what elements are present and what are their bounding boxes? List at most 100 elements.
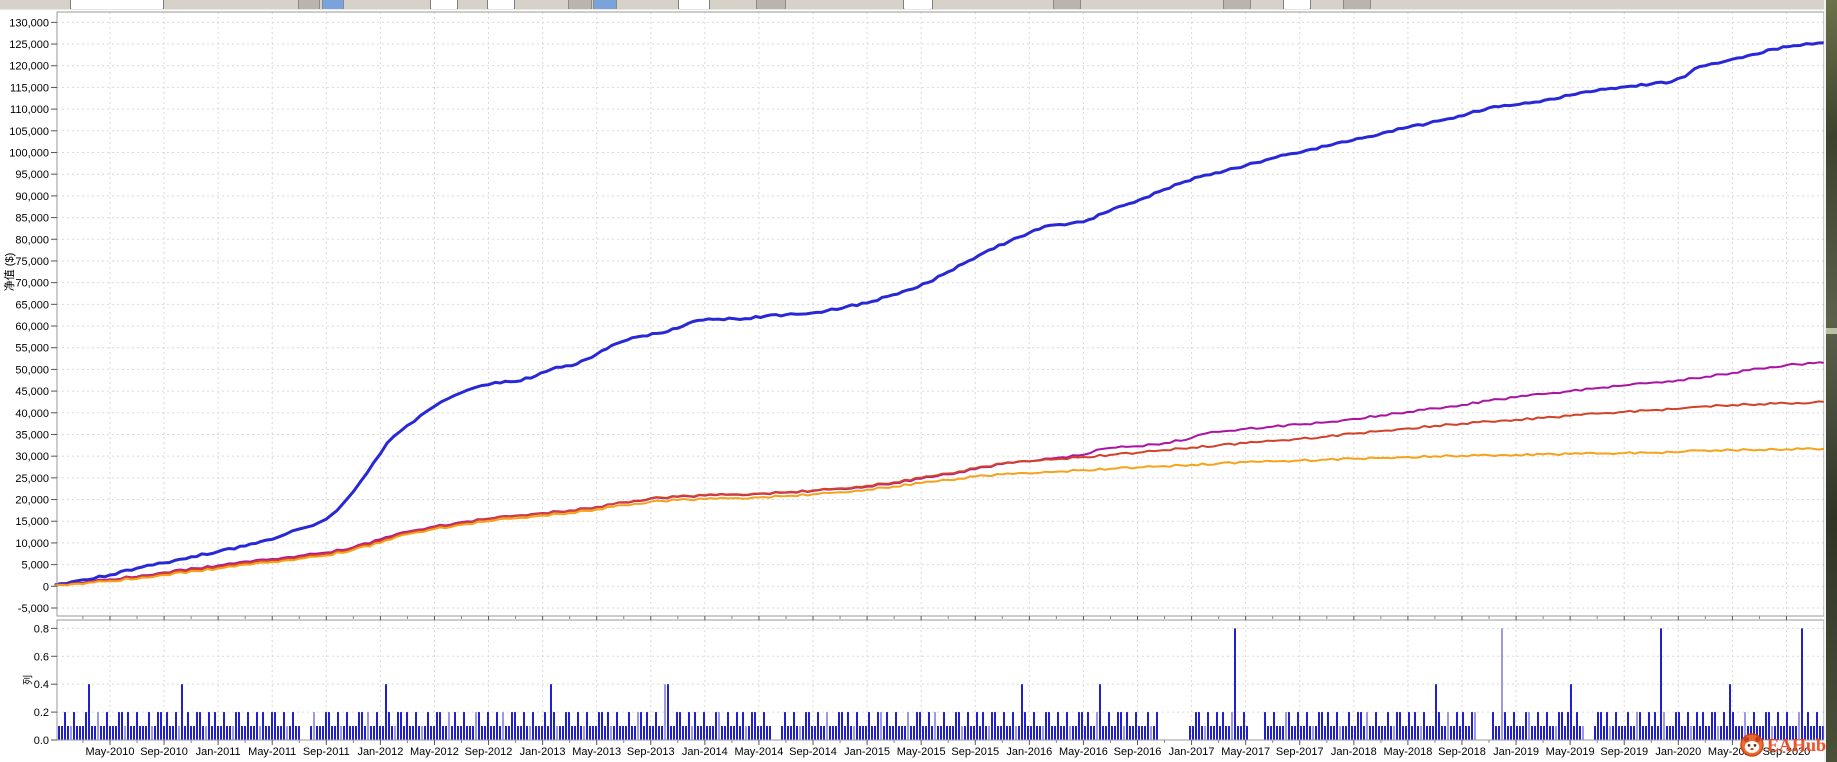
toolbar-button-stub[interactable] [298, 0, 320, 9]
lot-size-bar [1795, 726, 1797, 740]
lot-size-bar [925, 726, 927, 740]
y-tick-label: 30,000 [15, 451, 49, 463]
lot-size-bar [193, 726, 195, 740]
y-tick-label: 55,000 [15, 343, 49, 355]
toolbar-button-stub[interactable] [678, 0, 710, 9]
lot-size-bar [1789, 726, 1791, 740]
lot-size-bar [1399, 712, 1401, 740]
lot-size-bar [799, 726, 801, 740]
x-tick-label: May-2017 [1221, 746, 1270, 758]
lot-size-bar [988, 726, 990, 740]
lot-size-bar [610, 726, 612, 740]
toolbar-button-stub[interactable] [430, 0, 458, 9]
x-tick-label: May-2012 [410, 746, 459, 758]
lot-size-bar [121, 712, 123, 740]
lot-size-bar [805, 712, 807, 740]
lot-size-bar [1492, 712, 1494, 740]
lot-size-bar [1516, 726, 1518, 740]
lot-size-bar [406, 712, 408, 740]
lot-size-bar [1729, 684, 1731, 740]
lot-size-bar [1267, 726, 1269, 740]
lot-size-bar [1312, 726, 1314, 740]
y-tick-label: 75,000 [15, 256, 49, 268]
lot-size-bar [454, 712, 456, 740]
lot-size-bar [1288, 712, 1290, 740]
lot-size-bar [1510, 726, 1512, 740]
lot-size-bar [421, 726, 423, 740]
lot-size-bar [124, 726, 126, 740]
lot-size-bar [1720, 726, 1722, 740]
lot-size-bar [1270, 726, 1272, 740]
lot-size-bar [1075, 726, 1077, 740]
lot-size-bar [1210, 726, 1212, 740]
lot-size-bar [169, 726, 171, 740]
lot-size-bar [733, 726, 735, 740]
lot-size-bar [553, 712, 555, 740]
lot-size-bar [601, 712, 603, 740]
toolbar-button-stub[interactable] [1223, 0, 1251, 9]
lot-size-bar [547, 726, 549, 740]
lot-size-bar [1651, 726, 1653, 740]
y-tick-label: 110,000 [10, 104, 49, 116]
lot-size-bar [1642, 726, 1644, 740]
lot-size-bar [913, 726, 915, 740]
lot-size-bar [544, 712, 546, 740]
lot-size-bar [316, 726, 318, 740]
lot-size-bar [823, 726, 825, 740]
lot-size-bar [637, 712, 639, 740]
toolbar-button-stub[interactable] [1343, 0, 1371, 9]
lot-size-bar [394, 726, 396, 740]
y-tick-label: 105,000 [9, 126, 49, 138]
lot-size-bar [1327, 712, 1329, 740]
lot-size-bar [211, 726, 213, 740]
toolbar-button-stub[interactable] [756, 0, 786, 9]
toolbar-button-stub[interactable] [568, 0, 592, 9]
lot-size-bar [1057, 712, 1059, 740]
lot-size-bar [1798, 712, 1800, 740]
lot-size-bar [1654, 712, 1656, 740]
lot-size-bar [1381, 726, 1383, 740]
lot-size-bar [61, 726, 63, 740]
lot-size-bar [364, 726, 366, 740]
lot-size-bar [223, 712, 225, 740]
lot-size-bar [1237, 726, 1239, 740]
toolbar-button-stub[interactable] [903, 0, 933, 9]
lot-size-bar [370, 726, 372, 740]
lot-size-bar [1045, 712, 1047, 740]
lot-size-bar [952, 726, 954, 740]
toolbar-button-stub[interactable] [322, 0, 344, 9]
lot-size-bar [1618, 726, 1620, 740]
lot-size-bar [1189, 726, 1191, 740]
toolbar-button-stub[interactable] [70, 0, 164, 9]
lot-size-bar [1051, 726, 1053, 740]
y-tick-label: 25,000 [15, 473, 49, 485]
x-tick-label: Jan-2013 [520, 746, 566, 758]
lot-size-bar [664, 684, 666, 740]
lot-size-bar [484, 726, 486, 740]
lot-size-bar [67, 726, 69, 740]
eahub-watermark-text: EAHub [1767, 734, 1827, 755]
lot-size-bar [1132, 726, 1134, 740]
lot-size-bar [1555, 726, 1557, 740]
lot-size-bar [1018, 726, 1020, 740]
lot-size-bar [1078, 712, 1080, 740]
lot-size-bar [841, 712, 843, 740]
lot-size-bar [1783, 726, 1785, 740]
toolbar-button-stub[interactable] [487, 0, 515, 9]
lot-size-bar [706, 726, 708, 740]
lot-size-bar [682, 726, 684, 740]
lot-size-bar [1453, 726, 1455, 740]
lot-size-bar [298, 726, 300, 740]
toolbar-button-stub[interactable] [1053, 0, 1081, 9]
lot-size-bar [634, 726, 636, 740]
lot-size-bar [535, 726, 537, 740]
toolbar-button-stub[interactable] [593, 0, 617, 9]
toolbar-button-stub[interactable] [1283, 0, 1311, 9]
lot-size-bar [1570, 684, 1572, 740]
lot-size-bar [1285, 712, 1287, 740]
x-tick-label: Jan-2014 [682, 746, 728, 758]
x-tick-label: Jan-2015 [844, 746, 890, 758]
lot-size-bar [196, 712, 198, 740]
lot-size-bar [1522, 726, 1524, 740]
